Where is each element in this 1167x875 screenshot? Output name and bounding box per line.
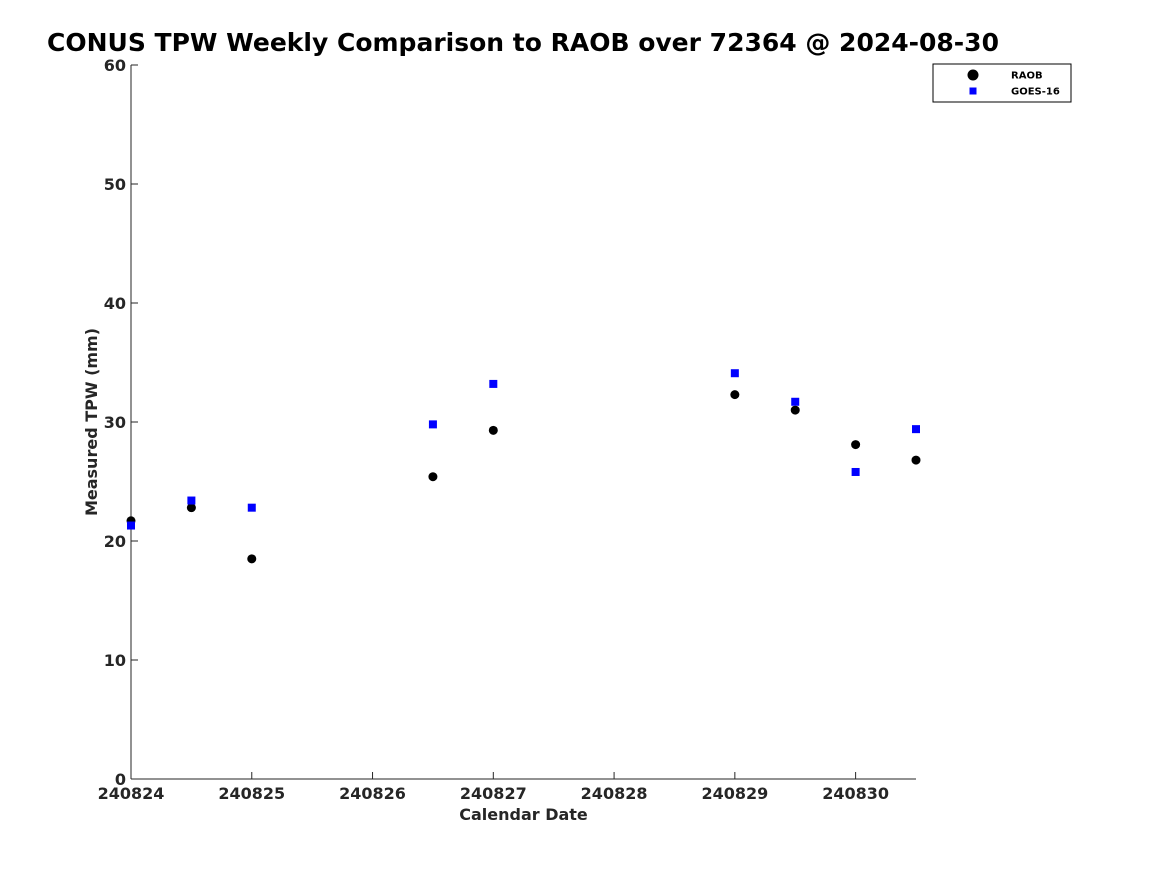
raob-point bbox=[790, 405, 800, 415]
x-axis-ticks: 240824 240825 240826 240827 240828 240829 2408… bbox=[98, 772, 889, 803]
x-tick-label: 240830 bbox=[822, 784, 889, 803]
legend-marker-1 bbox=[969, 87, 977, 95]
y-tick-label: 60 bbox=[104, 56, 126, 75]
raob-point bbox=[851, 440, 861, 450]
x-tick-label: 240824 bbox=[98, 784, 165, 803]
y-tick-label: 40 bbox=[104, 294, 126, 313]
y-tick-label: 0 bbox=[115, 770, 126, 789]
axes bbox=[130, 65, 916, 780]
y-tick-label: 20 bbox=[104, 532, 126, 551]
y-tick-label: 50 bbox=[104, 175, 126, 194]
series-raob bbox=[126, 390, 921, 564]
goes-point bbox=[912, 425, 920, 434]
x-tick-label: 240827 bbox=[460, 784, 527, 803]
legend-label-1: GOES-16 bbox=[1011, 87, 1060, 98]
goes-point bbox=[127, 521, 135, 530]
y-axis-ticks: 0 10 20 30 40 50 60 bbox=[104, 56, 138, 789]
raob-point bbox=[186, 503, 196, 513]
goes-point bbox=[187, 496, 196, 505]
legend-box bbox=[932, 63, 1072, 103]
y-tick-label: 10 bbox=[104, 651, 126, 670]
y-tick-label: 30 bbox=[104, 413, 126, 432]
raob-point bbox=[488, 425, 498, 435]
data-points bbox=[126, 369, 921, 564]
legend: RAOB GOES-16 bbox=[932, 63, 1072, 103]
x-axis-label: Calendar Date bbox=[459, 805, 588, 824]
series-goes-16 bbox=[127, 369, 920, 530]
chart-title: CONUS TPW Weekly Comparison to RAOB over… bbox=[47, 28, 999, 57]
x-tick-label: 240825 bbox=[218, 784, 285, 803]
legend-label-0: RAOB bbox=[1011, 71, 1043, 82]
x-tick-label: 240829 bbox=[701, 784, 768, 803]
raob-point bbox=[428, 472, 438, 482]
x-tick-label: 240826 bbox=[339, 784, 406, 803]
goes-point bbox=[791, 397, 800, 406]
goes-point bbox=[489, 379, 498, 388]
raob-point bbox=[247, 554, 257, 564]
raob-point bbox=[730, 390, 740, 400]
raob-point bbox=[911, 455, 921, 465]
goes-point bbox=[730, 369, 739, 378]
y-axis-label: Measured TPW (mm) bbox=[82, 328, 101, 516]
x-tick-label: 240828 bbox=[581, 784, 648, 803]
goes-point bbox=[428, 420, 437, 429]
goes-point bbox=[247, 503, 256, 512]
goes-point bbox=[851, 467, 860, 476]
legend-marker-0 bbox=[967, 69, 979, 81]
